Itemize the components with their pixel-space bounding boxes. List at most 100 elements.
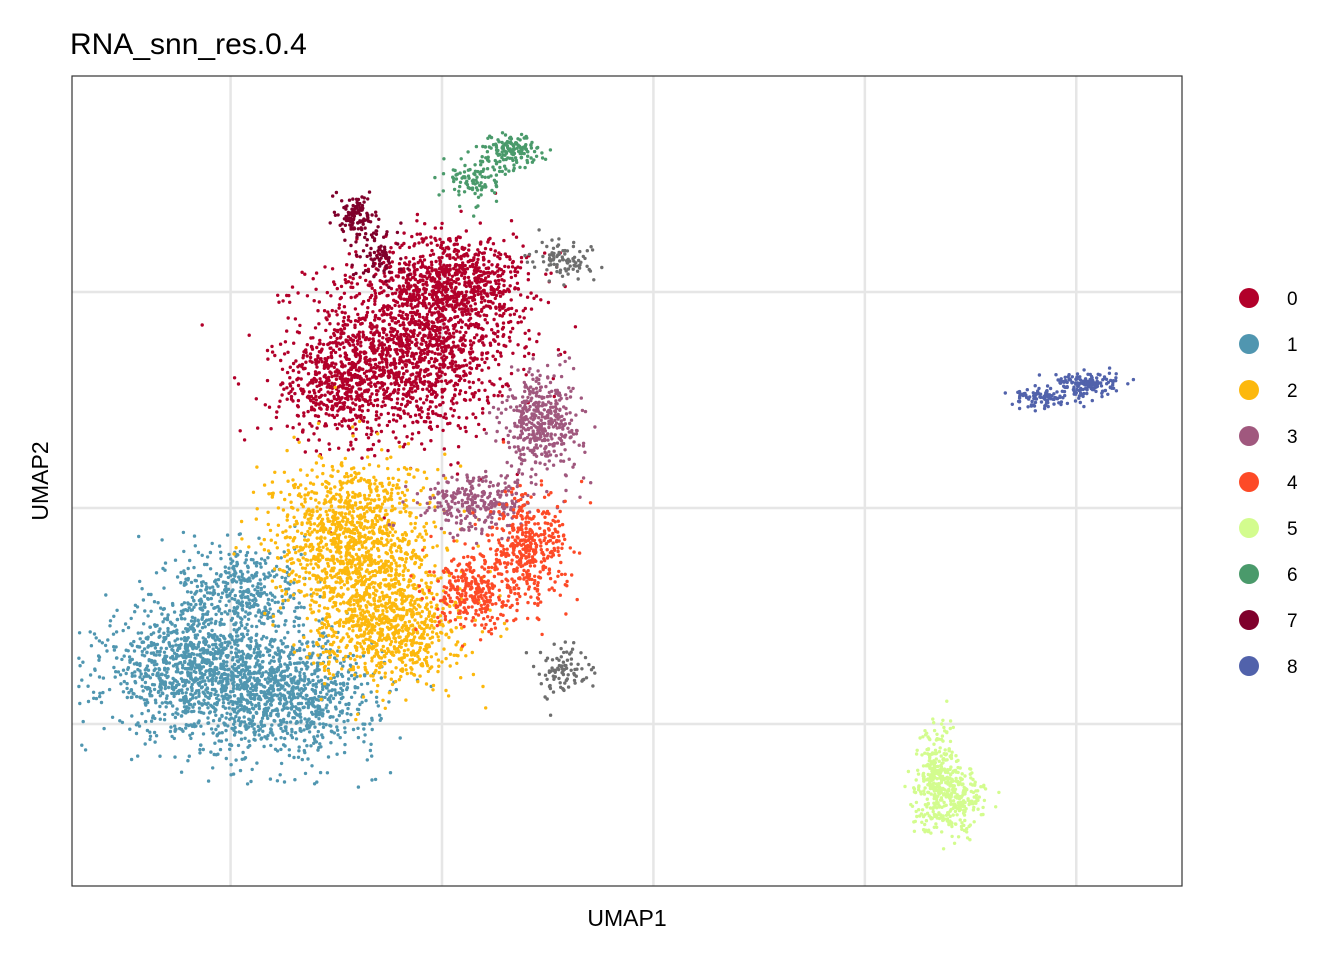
data-point — [279, 358, 283, 363]
data-point — [186, 578, 190, 582]
data-point — [486, 366, 491, 370]
data-point — [253, 686, 258, 690]
data-point — [457, 282, 461, 286]
data-point — [427, 425, 432, 430]
data-point — [466, 326, 471, 330]
data-point — [269, 703, 273, 707]
data-point — [371, 442, 376, 447]
data-point — [365, 681, 370, 686]
data-point — [257, 701, 261, 706]
data-point — [119, 682, 123, 686]
data-point — [433, 351, 437, 356]
data-point — [416, 333, 420, 338]
data-point — [240, 668, 244, 673]
data-point — [128, 658, 132, 663]
data-point — [211, 719, 216, 723]
data-point — [381, 327, 385, 331]
data-point — [126, 667, 130, 671]
data-point — [253, 738, 257, 742]
data-point — [509, 219, 514, 223]
data-point — [77, 656, 81, 660]
data-point — [183, 683, 187, 688]
data-point — [288, 376, 292, 380]
data-point — [363, 398, 368, 402]
data-point — [302, 728, 306, 732]
data-point — [438, 362, 442, 367]
data-point — [302, 672, 306, 676]
data-point — [442, 263, 446, 267]
data-point — [356, 319, 360, 323]
data-point — [405, 346, 409, 351]
data-point — [255, 761, 259, 765]
data-point — [497, 305, 502, 309]
data-point — [246, 629, 250, 633]
data-point — [325, 703, 329, 707]
data-point — [91, 690, 96, 694]
data-point — [283, 736, 287, 741]
data-point — [312, 432, 316, 436]
data-point — [361, 654, 366, 658]
data-point — [267, 673, 272, 677]
data-point — [267, 571, 271, 575]
data-point — [183, 617, 187, 621]
data-point — [161, 607, 165, 612]
data-point — [400, 366, 405, 370]
data-point — [269, 691, 273, 695]
data-point — [328, 723, 332, 728]
data-point — [409, 354, 414, 358]
data-point — [253, 665, 257, 669]
data-point — [246, 617, 251, 621]
data-point — [456, 320, 461, 325]
data-point — [489, 247, 493, 252]
data-point — [170, 654, 175, 659]
data-point — [480, 381, 484, 385]
data-point — [419, 352, 423, 357]
data-point — [414, 399, 419, 403]
data-point — [250, 624, 254, 628]
data-point — [318, 690, 323, 695]
data-point — [310, 710, 314, 715]
data-point — [444, 379, 448, 383]
data-point — [469, 366, 474, 371]
data-point — [261, 659, 265, 664]
data-point — [205, 612, 210, 616]
data-point — [305, 667, 309, 671]
data-point — [303, 450, 307, 454]
data-point — [189, 703, 193, 707]
data-point — [188, 640, 193, 645]
data-point — [194, 724, 198, 728]
data-point — [266, 681, 270, 685]
data-point — [423, 368, 427, 373]
data-point — [333, 402, 338, 407]
data-point — [418, 331, 422, 335]
data-point — [296, 707, 300, 711]
data-point — [426, 350, 430, 354]
data-point — [152, 600, 157, 604]
data-point — [380, 307, 385, 311]
data-point — [498, 390, 502, 394]
data-point — [110, 715, 115, 719]
data-point — [317, 668, 321, 672]
data-point — [290, 285, 295, 289]
data-point — [319, 745, 323, 749]
data-point — [125, 686, 129, 691]
data-point — [291, 696, 295, 700]
data-point — [283, 636, 287, 640]
data-point — [315, 365, 319, 369]
data-point — [322, 309, 327, 313]
data-point — [370, 327, 374, 331]
data-point — [526, 272, 531, 276]
data-point — [365, 758, 369, 762]
data-point — [320, 733, 324, 737]
data-point — [289, 650, 293, 655]
data-point — [338, 735, 342, 740]
data-point — [216, 693, 220, 697]
data-point — [323, 360, 327, 364]
data-point — [276, 648, 281, 653]
data-point — [201, 747, 205, 752]
data-point — [307, 717, 311, 721]
data-point — [493, 332, 497, 336]
data-point — [335, 413, 339, 417]
data-point — [304, 701, 309, 705]
data-point — [316, 729, 320, 734]
